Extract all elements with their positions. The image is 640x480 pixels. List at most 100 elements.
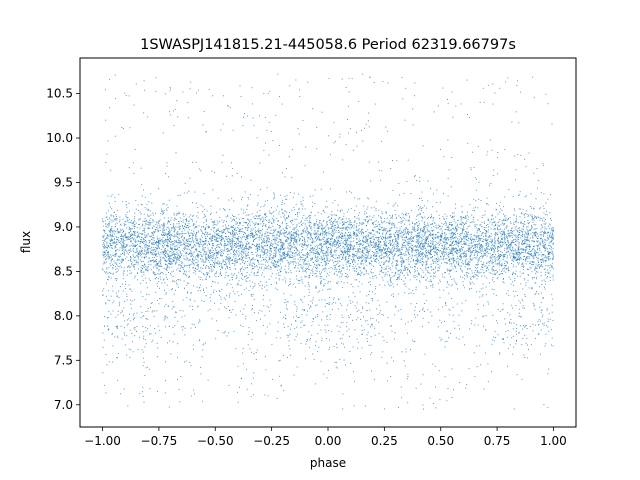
- data-point: [480, 253, 482, 255]
- data-point: [482, 249, 483, 251]
- data-point: [203, 249, 205, 251]
- data-point: [466, 384, 468, 386]
- data-point: [190, 250, 192, 251]
- data-point: [145, 242, 147, 244]
- data-point: [422, 212, 424, 214]
- data-point: [377, 240, 379, 242]
- data-point: [241, 254, 243, 256]
- data-point: [152, 246, 154, 248]
- data-point: [126, 252, 128, 254]
- data-point: [336, 274, 338, 276]
- data-point: [451, 248, 453, 250]
- data-point: [308, 250, 310, 251]
- data-point: [326, 377, 328, 379]
- data-point: [229, 260, 231, 262]
- data-point: [239, 233, 241, 234]
- data-point: [513, 257, 514, 259]
- data-point: [532, 264, 534, 266]
- data-point: [542, 241, 543, 243]
- data-point: [504, 228, 505, 230]
- data-point: [388, 274, 390, 276]
- data-point: [508, 235, 510, 237]
- data-point: [543, 232, 545, 234]
- data-point: [350, 244, 352, 246]
- data-point: [143, 249, 145, 251]
- data-point: [398, 254, 400, 256]
- data-point: [289, 278, 291, 280]
- data-point: [433, 193, 434, 195]
- data-point: [440, 236, 442, 238]
- data-point: [395, 241, 396, 242]
- data-point: [507, 290, 509, 292]
- data-point: [209, 233, 211, 235]
- data-point: [121, 311, 123, 313]
- data-point: [179, 228, 180, 230]
- data-point: [226, 175, 228, 177]
- data-point: [198, 254, 199, 256]
- data-point: [122, 238, 124, 240]
- data-point: [398, 278, 400, 280]
- data-point: [390, 250, 392, 252]
- data-point: [348, 296, 350, 298]
- data-point: [188, 259, 190, 261]
- data-point: [540, 244, 542, 246]
- data-point: [343, 224, 345, 226]
- data-point: [452, 116, 454, 118]
- data-point: [354, 197, 356, 199]
- data-point: [323, 284, 325, 286]
- data-point: [505, 331, 507, 332]
- data-point: [217, 228, 219, 230]
- data-point: [233, 241, 235, 243]
- data-point: [535, 235, 536, 237]
- data-point: [179, 226, 181, 228]
- data-point: [114, 218, 115, 220]
- data-point: [393, 295, 394, 297]
- data-point: [500, 272, 502, 274]
- data-point: [160, 265, 162, 267]
- data-point: [214, 264, 216, 266]
- data-point: [503, 270, 505, 272]
- data-point: [529, 246, 531, 248]
- data-point: [224, 240, 225, 242]
- data-point: [495, 225, 496, 226]
- data-point: [122, 247, 124, 249]
- data-point: [328, 244, 330, 246]
- data-point: [423, 245, 425, 247]
- data-point: [155, 255, 157, 256]
- data-point: [197, 256, 199, 258]
- data-point: [260, 188, 262, 190]
- data-point: [507, 237, 508, 239]
- data-point: [233, 200, 235, 202]
- data-point: [160, 252, 162, 254]
- data-point: [524, 249, 526, 251]
- data-point: [289, 284, 291, 286]
- data-point: [371, 244, 373, 246]
- data-point: [414, 310, 416, 312]
- data-point: [254, 235, 255, 236]
- data-point: [349, 266, 351, 268]
- data-point: [203, 288, 204, 290]
- data-point: [523, 307, 525, 309]
- data-point: [257, 269, 259, 271]
- data-point: [370, 254, 372, 256]
- data-point: [426, 255, 428, 257]
- data-point: [431, 315, 433, 317]
- data-point: [189, 265, 191, 267]
- data-point: [458, 226, 460, 228]
- data-point: [379, 284, 381, 286]
- data-point: [140, 167, 142, 169]
- data-point: [406, 259, 408, 260]
- data-point: [347, 260, 349, 261]
- data-point: [358, 258, 360, 259]
- data-point: [219, 252, 221, 254]
- data-point: [548, 258, 550, 260]
- data-point: [238, 250, 240, 252]
- data-point: [515, 249, 517, 251]
- data-point: [471, 214, 473, 216]
- data-point: [277, 205, 278, 207]
- data-point: [446, 330, 448, 332]
- data-point: [474, 253, 476, 255]
- data-point: [357, 317, 359, 319]
- data-point: [501, 252, 503, 253]
- data-point: [514, 278, 516, 279]
